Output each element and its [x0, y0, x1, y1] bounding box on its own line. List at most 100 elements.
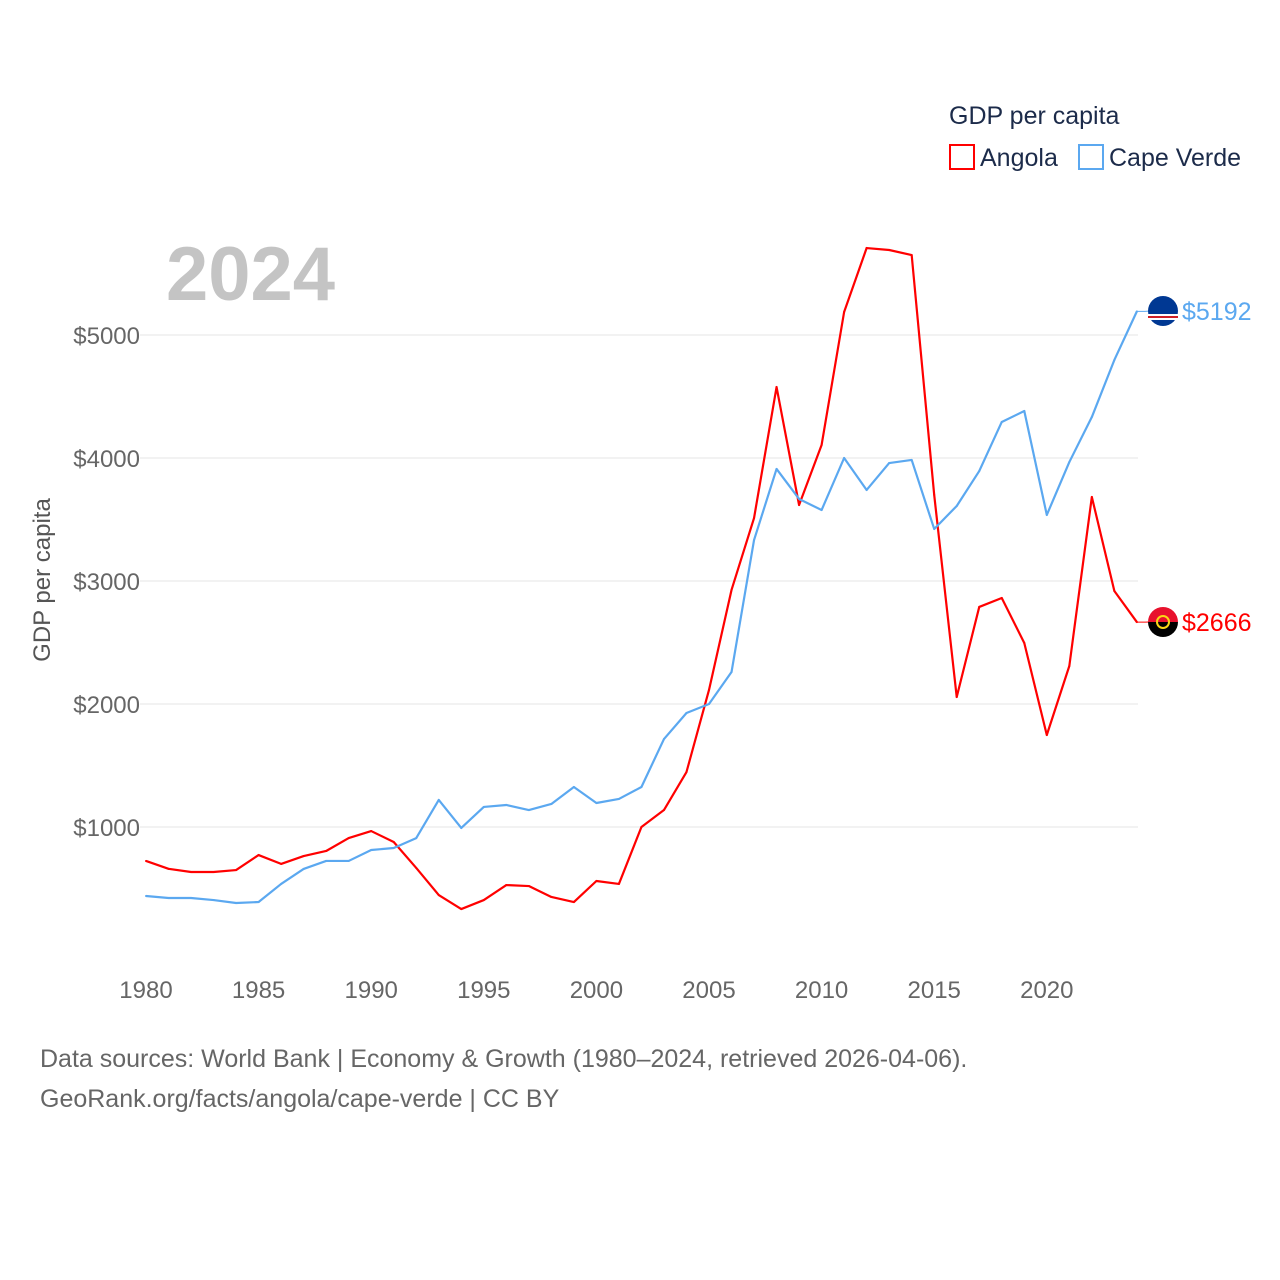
data-point-angola: [505, 884, 508, 887]
x-tick-label: 2015: [908, 977, 961, 1004]
data-point-cape-verde: [1045, 513, 1048, 516]
data-point-angola: [1068, 664, 1071, 667]
data-point-angola: [392, 841, 395, 844]
legend-item-cape-verde[interactable]: Cape Verde: [1078, 144, 1241, 172]
data-point-cape-verde: [1090, 416, 1093, 419]
data-point-angola: [955, 695, 958, 698]
data-point-cape-verde: [595, 802, 598, 805]
end-value-label-angola: $2666: [1182, 609, 1252, 637]
data-point-cape-verde: [302, 867, 305, 870]
data-point-cape-verde: [843, 457, 846, 459]
data-point-cape-verde: [640, 786, 643, 789]
data-point-angola: [167, 867, 170, 870]
data-point-angola: [1045, 733, 1048, 736]
data-point-angola: [347, 837, 350, 840]
year-watermark: 2024: [166, 232, 335, 317]
data-point-angola: [640, 826, 643, 828]
data-point-cape-verde: [280, 882, 283, 885]
data-point-cape-verde: [527, 809, 530, 812]
data-point-cape-verde: [235, 902, 238, 905]
data-point-cape-verde: [753, 539, 756, 542]
data-point-angola: [257, 854, 260, 857]
x-tick-label: 1995: [457, 977, 510, 1004]
data-point-cape-verde: [888, 462, 891, 465]
end-value-label-cape-verde: $5192: [1182, 298, 1252, 326]
data-point-angola: [325, 849, 328, 852]
data-point-cape-verde: [392, 847, 395, 850]
data-point-angola: [212, 871, 215, 874]
data-point-cape-verde: [730, 671, 733, 674]
y-axis-label: GDP per capita: [29, 498, 56, 662]
flag-angola-icon: [1148, 607, 1178, 637]
data-point-angola: [685, 771, 688, 774]
data-point-cape-verde: [325, 859, 328, 862]
data-point-cape-verde: [978, 470, 981, 473]
data-point-cape-verde: [482, 805, 485, 808]
data-point-cape-verde: [145, 895, 147, 898]
data-point-angola: [550, 895, 553, 898]
data-point-cape-verde: [257, 901, 260, 904]
data-point-angola: [437, 894, 440, 897]
data-point-angola: [910, 254, 913, 257]
data-point-cape-verde: [1023, 410, 1026, 413]
data-point-angola: [865, 247, 868, 250]
data-point-cape-verde: [415, 837, 418, 840]
source-line-1: Data sources: World Bank | Economy & Gro…: [40, 1045, 968, 1073]
data-point-angola: [145, 859, 147, 862]
data-point-angola: [662, 809, 665, 812]
data-point-angola: [460, 908, 463, 911]
x-tick-label: 2010: [795, 977, 848, 1004]
source-line-2: GeoRank.org/facts/angola/cape-verde | CC…: [40, 1085, 560, 1113]
data-point-angola: [888, 249, 891, 252]
series-line-cape-verde: [145, 310, 1138, 905]
data-point-angola: [933, 493, 936, 496]
flag-cape-verde-icon: [1148, 296, 1178, 326]
data-point-cape-verde: [617, 797, 620, 800]
data-point-cape-verde: [708, 703, 710, 705]
legend-item-angola[interactable]: Angola: [949, 144, 1058, 172]
legend-label-angola: Angola: [980, 144, 1058, 172]
y-tick-label: $3000: [73, 569, 140, 596]
data-point-angola: [1090, 495, 1093, 498]
legend-swatch-angola: [949, 144, 975, 170]
legend-title: GDP per capita: [949, 102, 1120, 130]
data-point-cape-verde: [685, 711, 688, 714]
legend-label-cape-verde: Cape Verde: [1109, 144, 1241, 172]
x-tick-label: 1980: [119, 977, 172, 1004]
data-point-angola: [527, 885, 530, 888]
data-point-cape-verde: [955, 504, 958, 507]
data-point-cape-verde: [1000, 420, 1003, 423]
data-point-angola: [798, 503, 801, 506]
data-point-angola: [1023, 641, 1026, 644]
data-point-angola: [370, 830, 373, 833]
data-point-angola: [302, 855, 305, 858]
data-point-angola: [280, 862, 283, 865]
data-point-cape-verde: [572, 786, 575, 789]
data-point-angola: [595, 879, 598, 882]
y-tick-label: $5000: [73, 323, 140, 350]
data-point-cape-verde: [910, 458, 913, 461]
y-tick-label: $2000: [73, 692, 140, 719]
data-point-cape-verde: [775, 467, 778, 470]
data-point-cape-verde: [437, 798, 440, 801]
x-tick-label: 1985: [232, 977, 285, 1004]
data-point-angola: [775, 386, 778, 389]
data-point-angola: [1000, 596, 1003, 599]
data-point-cape-verde: [865, 488, 868, 491]
data-point-angola: [190, 871, 193, 874]
data-point-angola: [572, 901, 575, 904]
data-point-cape-verde: [347, 859, 350, 862]
data-point-cape-verde: [550, 802, 553, 805]
data-point-cape-verde: [662, 738, 665, 741]
data-point-cape-verde: [212, 899, 215, 902]
data-point-angola: [415, 866, 418, 869]
x-tick-label: 2000: [570, 977, 623, 1004]
data-point-cape-verde: [460, 826, 463, 829]
data-point-angola: [753, 517, 756, 520]
legend-swatch-cape-verde: [1078, 144, 1104, 170]
y-tick-label: $1000: [73, 815, 140, 842]
series-line-angola: [145, 246, 1138, 911]
data-point-cape-verde: [1113, 358, 1116, 361]
data-point-angola: [730, 588, 733, 591]
